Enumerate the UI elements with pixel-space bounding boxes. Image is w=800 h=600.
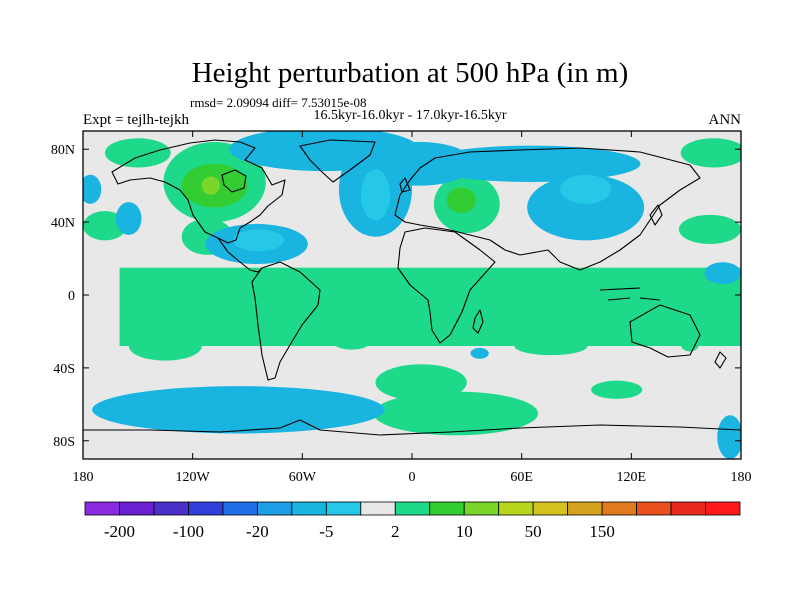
x-tick-label-1: 120W (176, 470, 211, 485)
contour-blob-17 (201, 176, 221, 195)
y-tick-label-2: 0 (68, 289, 75, 304)
colorbar-swatch-12 (498, 501, 534, 516)
colorbar-swatch-4 (222, 501, 258, 516)
coast-greenland (299, 139, 376, 183)
x-tick-label-3: 0 (409, 470, 416, 485)
coast-antarctica (83, 419, 741, 436)
x-tick-label-0: 180 (73, 470, 94, 485)
coast-central-america (217, 237, 263, 273)
map-axes: 180 120W 60W 0 60E 120E 180 80N 40N 0 40S 80S (51, 131, 752, 485)
colorbar-swatch-17 (670, 501, 706, 516)
colorbar-label-6: 50 (525, 522, 542, 541)
contour-blob-4 (680, 138, 741, 168)
colorbar-swatch-5 (256, 501, 293, 516)
colorbar-swatch-16 (636, 501, 672, 516)
contour-blob-26 (92, 386, 385, 434)
colorbar: -200 -100 -20 -5 2 10 50 150 (84, 501, 741, 541)
colorbar-swatch-7 (325, 501, 362, 516)
coast-new-zealand (714, 351, 727, 369)
colorbar-label-2: -20 (246, 522, 269, 541)
coast-australia (629, 304, 701, 358)
coast-africa (397, 227, 496, 344)
colorbar-swatch-8 (360, 501, 396, 516)
contour-blob-16 (446, 187, 476, 213)
colorbar-swatch-18 (705, 501, 741, 516)
colorbar-label-4: 2 (391, 522, 400, 541)
colorbar-label-1: -100 (173, 522, 204, 541)
x-tick-label-2: 60W (289, 470, 317, 485)
contour-blob-12 (591, 380, 643, 399)
contour-blob-29 (717, 415, 741, 459)
chart-stats: rmsd= 2.09094 diff= 7.53015e-08 (190, 95, 367, 110)
contour-blob-31 (360, 169, 391, 221)
colorbar-swatch-9 (394, 501, 431, 516)
colorbar-label-0: -200 (104, 522, 135, 541)
contour-blob-10 (375, 364, 467, 401)
colorbar-swatch-0 (84, 501, 120, 516)
coast-hudson-bay (221, 169, 247, 193)
colorbar-swatch-6 (291, 501, 327, 516)
contour-blob-9 (514, 336, 588, 356)
chart-title: Height perturbation at 500 hPa (in m) (192, 57, 629, 89)
coastlines (83, 139, 741, 436)
x-tick-label-5: 120E (617, 470, 647, 485)
contour-blob-21 (421, 145, 641, 183)
colorbar-swatch-14 (567, 501, 603, 516)
contour-blob-11 (373, 391, 539, 436)
colorbar-swatch-11 (463, 501, 500, 516)
coast-uk (399, 177, 411, 193)
coast-madagascar (472, 309, 484, 334)
contour-blob-1 (104, 138, 171, 168)
contour-blob-22 (527, 174, 645, 241)
chart-experiment: Expt = tejlh-tejkh (83, 112, 189, 128)
x-tick-label-6: 180 (731, 470, 752, 485)
contour-blob-14 (622, 282, 641, 294)
map-panel: 180 120W 60W 0 60E 120E 180 80N 40N 0 40S 80S (51, 130, 752, 485)
colorbar-swatch-3 (188, 501, 224, 516)
colorbar-swatch-1 (119, 501, 155, 516)
x-tick-label-4: 60E (510, 470, 533, 485)
contour-blob-7 (128, 331, 202, 361)
y-tick-label-3: 40S (53, 362, 75, 377)
y-tick-label-0: 80N (51, 143, 75, 158)
colorbar-label-7: 150 (589, 522, 615, 541)
y-tick-label-1: 40N (51, 216, 75, 231)
coast-japan (649, 204, 663, 226)
contour-blob-5 (678, 214, 741, 244)
contour-blob-28 (704, 262, 741, 285)
contour-blob-13 (680, 336, 699, 352)
colorbar-label-5: 10 (456, 522, 473, 541)
coast-eurasia (394, 147, 701, 271)
colorbar-label-3: -5 (319, 522, 333, 541)
chart-period: 16.5kyr-16.0kyr - 17.0kyr-16.5kyr (313, 108, 506, 123)
chart-season: ANN (709, 112, 742, 128)
colorbar-swatch-2 (153, 501, 189, 516)
contour-blob-24 (115, 202, 142, 235)
contour-fields (83, 131, 741, 459)
contour-blob-27 (470, 347, 489, 359)
contour-band-0 (119, 267, 741, 347)
y-tick-label-4: 80S (53, 435, 75, 450)
colorbar-swatch-10 (429, 501, 465, 516)
coast-north-america (111, 139, 286, 244)
contour-blob-25 (83, 174, 102, 204)
coast-indonesia (599, 287, 661, 301)
contour-blob-32 (560, 174, 612, 204)
contour-blob-30 (232, 229, 285, 252)
colorbar-swatch-15 (601, 501, 637, 516)
contour-blob-8 (333, 335, 370, 350)
coast-south-america (251, 261, 321, 381)
colorbar-swatch-13 (532, 501, 569, 516)
